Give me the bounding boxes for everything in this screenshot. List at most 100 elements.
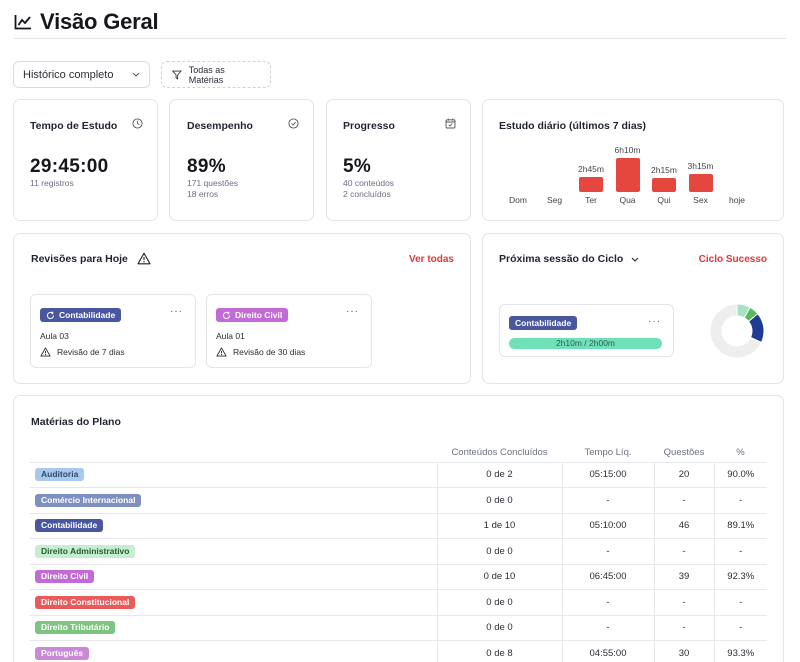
subject-tag[interactable]: Direito Constitucional [35, 595, 136, 609]
cycle-card: Próxima sessão do Ciclo Ciclo Sucesso Co… [482, 233, 784, 384]
completed-cell: 0 de 8 [436, 640, 562, 662]
table-row[interactable]: Português 0 de 8 04:55:00 30 93.3% [30, 640, 767, 662]
time-cell: 05:10:00 [561, 512, 654, 539]
study-time-card: Tempo de Estudo 29:45:00 11 registros [13, 99, 158, 221]
more-options-icon[interactable]: ··· [648, 316, 661, 327]
cycle-name-link[interactable]: Ciclo Sucesso [698, 254, 767, 265]
subject-tag[interactable]: Comércio Internacional [35, 493, 142, 507]
table-row[interactable]: Direito Civil 0 de 10 06:45:00 39 92.3% [30, 563, 767, 590]
completed-cell: 0 de 0 [436, 487, 562, 513]
progress-label: Progresso [343, 120, 395, 132]
review-card-contabilidade[interactable]: Contabilidade ··· Aula 03 Revisão de 7 d… [30, 294, 196, 368]
day-label: hoje [728, 195, 746, 205]
time-cell: - [561, 538, 654, 564]
percent-cell: - [713, 538, 767, 564]
day-label: Seg [546, 195, 563, 205]
percent-cell: 89.1% [713, 512, 767, 539]
percent-cell: 90.0% [713, 461, 767, 488]
more-options-icon[interactable]: ··· [170, 306, 183, 317]
refresh-icon [222, 310, 231, 319]
subject-cell: Auditoria [30, 461, 437, 488]
period-select-value: Histórico completo [23, 68, 114, 81]
subject-cell: Comércio Internacional [30, 487, 437, 513]
reviews-title: Revisões para Hoje [31, 252, 128, 265]
table-row[interactable]: Comércio Internacional 0 de 0--- [30, 487, 767, 513]
cycle-progress-bar [509, 338, 662, 349]
bar-value-label: 2h15m [651, 165, 677, 175]
subject-tag[interactable]: Direito Administrativo [35, 544, 136, 558]
clock-icon [132, 118, 143, 129]
subject-cell: Português [30, 640, 437, 662]
percent-column-header: % [736, 447, 745, 459]
questions-cell: - [653, 589, 714, 615]
study-time-records: 11 registros [30, 178, 74, 188]
day-bar[interactable] [688, 174, 713, 192]
period-select[interactable]: Histórico completo [13, 61, 150, 88]
cycle-donut-chart [709, 303, 765, 359]
day-label: Ter [585, 195, 597, 205]
table-row[interactable]: Direito Constitucional 0 de 0--- [30, 589, 767, 615]
questions-cell: 39 [653, 563, 714, 590]
view-all-reviews-link[interactable]: Ver todas [408, 254, 454, 265]
plan-subjects-table: Conteúdos Concluídos Tempo Líq. Questões… [30, 444, 767, 662]
subject-cell: Direito Administrativo [30, 538, 437, 564]
completed-cell: 1 de 10 [436, 512, 562, 539]
check-circle-icon [288, 118, 299, 129]
chevron-down-icon [631, 257, 639, 262]
questions-cell: - [653, 614, 714, 641]
warning-icon [40, 347, 51, 357]
percent-cell: 93.3% [713, 640, 767, 662]
subject-tag[interactable]: Auditoria [35, 468, 85, 482]
daily-study-card: Estudo diário (últimos 7 dias) Dom Seg Ter… [482, 99, 784, 221]
calendar-check-icon [445, 118, 456, 129]
day-bar[interactable] [652, 178, 676, 192]
questions-cell: 46 [653, 512, 714, 539]
table-row[interactable]: Auditoria 0 de 2 05:15:00 20 90.0% [30, 461, 767, 488]
subjects-filter-button[interactable]: Todas as Matérias [161, 61, 271, 88]
subject-tag[interactable]: Português [35, 647, 90, 660]
day-bar[interactable] [615, 158, 640, 192]
performance-card: Desempenho 89% 171 questões 18 erros [169, 99, 314, 221]
day-label: Sex [693, 195, 708, 205]
more-options-icon[interactable]: ··· [346, 306, 359, 317]
cycle-header[interactable]: Próxima sessão do Ciclo [499, 253, 639, 265]
completed-cell: 0 de 10 [436, 563, 562, 590]
percent-cell: 92.3% [713, 563, 767, 590]
day-label: Qua [619, 195, 636, 205]
table-header-row: Conteúdos Concluídos Tempo Líq. Questões… [30, 444, 767, 462]
cycle-session-card[interactable]: Contabilidade ··· 2h10m / 2h00m [499, 304, 674, 357]
completed-cell: 0 de 0 [436, 589, 562, 615]
review-card-direito-civil[interactable]: Direito Civil ··· Aula 01 Revisão de 30 … [206, 294, 372, 368]
filter-icon [172, 70, 182, 80]
progress-contents: 40 conteúdos [343, 178, 395, 188]
questions-cell: 20 [653, 461, 714, 488]
warning-icon [137, 252, 151, 265]
day-bar[interactable] [579, 176, 603, 192]
review-subject-tag: Direito Civil [216, 308, 289, 322]
reviews-header: Revisões para Hoje [31, 252, 151, 265]
daily-study-chart: Dom Seg Ter 2h45m Qua 6h10m Qui 2h15m Sex 3h15m ho… [483, 100, 783, 220]
subject-tag[interactable]: Direito Tributário [35, 621, 116, 635]
cycle-progress-text: 2h10m / 2h00m [555, 338, 616, 348]
performance-label: Desempenho [187, 120, 253, 132]
subject-tag[interactable]: Direito Civil [35, 570, 95, 584]
progress-card: Progresso 5% 40 conteúdos 2 concluídos [326, 99, 471, 221]
table-row[interactable]: Direito Administrativo 0 de 0--- [30, 538, 767, 564]
day-label: Qui [657, 195, 671, 205]
performance-value: 89% [187, 156, 226, 177]
table-row[interactable]: Direito Tributário 0 de 0--- [30, 614, 767, 641]
table-row[interactable]: Contabilidade 1 de 10 05:10:00 46 89.1% [30, 512, 767, 539]
review-note: Revisão de 7 dias [40, 347, 125, 357]
subject-tag[interactable]: Contabilidade [35, 519, 104, 533]
bar-value-label: 2h45m [578, 163, 604, 174]
percent-cell: - [713, 589, 767, 615]
subject-cell: Direito Civil [30, 563, 437, 590]
time-cell: - [561, 614, 654, 641]
donut-segment[interactable] [709, 303, 763, 359]
questions-cell: 30 [653, 640, 714, 662]
header-divider [14, 38, 786, 39]
time-cell: - [561, 487, 654, 513]
progress-value: 5% [343, 156, 372, 177]
time-cell: - [561, 589, 654, 615]
time-cell: 05:15:00 [561, 461, 654, 488]
